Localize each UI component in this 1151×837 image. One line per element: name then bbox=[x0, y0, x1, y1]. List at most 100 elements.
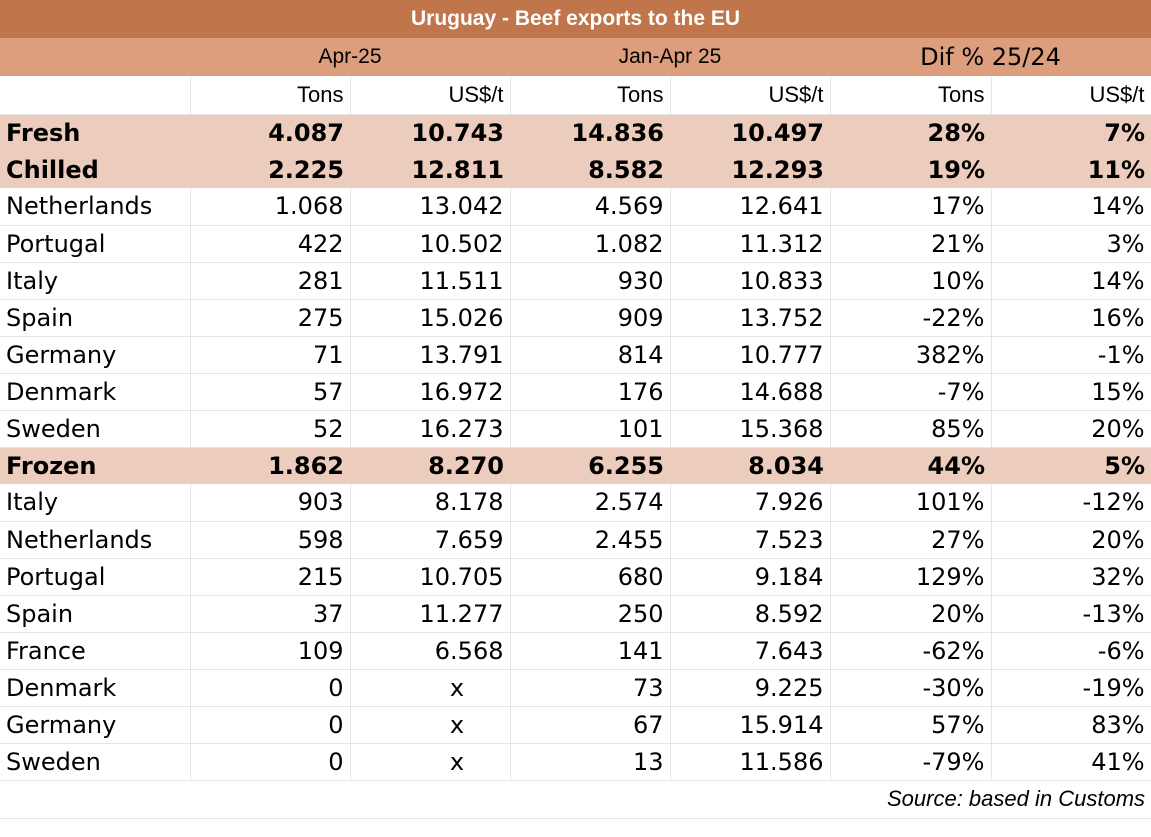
row-label: Italy bbox=[0, 484, 191, 522]
unit-header: US$/t bbox=[350, 76, 511, 115]
row-label: Netherlands bbox=[0, 521, 191, 559]
country-row: Italy 903 8.178 2.574 7.926 101% -12% bbox=[0, 484, 1151, 522]
value-cell: 9.225 bbox=[670, 669, 831, 707]
value-cell: 2.574 bbox=[510, 484, 671, 522]
value-cell: 8.178 bbox=[350, 484, 511, 522]
value-cell: 8.592 bbox=[670, 595, 831, 633]
value-cell: 0 bbox=[190, 743, 351, 781]
row-label: Frozen bbox=[0, 447, 190, 484]
value-cell: 5% bbox=[991, 447, 1151, 484]
source-note: Source: based in Customs bbox=[0, 780, 1151, 819]
value-cell: 41% bbox=[991, 743, 1151, 781]
value-cell: 44% bbox=[830, 447, 991, 484]
value-cell: -6% bbox=[991, 632, 1151, 670]
row-label: Netherlands bbox=[0, 188, 191, 226]
value-cell: 85% bbox=[830, 410, 992, 448]
category-row: Frozen 1.862 8.270 6.255 8.034 44% 5% bbox=[0, 447, 1151, 484]
value-cell: 15% bbox=[991, 373, 1151, 411]
value-cell: 598 bbox=[190, 521, 351, 559]
value-cell: 7.926 bbox=[670, 484, 831, 522]
value-cell: 57% bbox=[830, 706, 992, 744]
unit-header: US$/t bbox=[670, 76, 831, 115]
value-cell: 20% bbox=[991, 410, 1151, 448]
value-cell: 4.569 bbox=[510, 188, 671, 226]
row-label: Chilled bbox=[0, 151, 190, 188]
value-cell: 422 bbox=[190, 225, 351, 263]
value-cell: 20% bbox=[991, 521, 1151, 559]
value-cell: 13 bbox=[510, 743, 671, 781]
beef-exports-table: Uruguay - Beef exports to the EU Apr-25 … bbox=[0, 0, 1151, 819]
value-cell: 11.312 bbox=[670, 225, 831, 263]
value-cell: 10.743 bbox=[350, 114, 510, 151]
value-cell: 176 bbox=[510, 373, 671, 411]
empty-label-cell bbox=[0, 76, 191, 115]
value-cell: 67 bbox=[510, 706, 671, 744]
country-row: Netherlands 598 7.659 2.455 7.523 27% 20% bbox=[0, 521, 1151, 559]
value-cell: 101% bbox=[830, 484, 992, 522]
unit-header: Tons bbox=[830, 76, 992, 115]
country-row: Sweden 52 16.273 101 15.368 85% 20% bbox=[0, 410, 1151, 448]
value-cell: 27% bbox=[830, 521, 992, 559]
country-row: Denmark 57 16.972 176 14.688 -7% 15% bbox=[0, 373, 1151, 411]
dif-header: Dif % 25/24 bbox=[830, 38, 1151, 76]
row-label: Denmark bbox=[0, 669, 191, 707]
country-row: Denmark 0 x 73 9.225 -30% -19% bbox=[0, 669, 1151, 707]
value-cell: 109 bbox=[190, 632, 351, 670]
value-cell: 10.497 bbox=[670, 114, 830, 151]
value-cell: 2.455 bbox=[510, 521, 671, 559]
value-cell: 141 bbox=[510, 632, 671, 670]
value-cell: 903 bbox=[190, 484, 351, 522]
value-cell: 11.277 bbox=[350, 595, 511, 633]
value-cell: 16.273 bbox=[350, 410, 511, 448]
country-row: Germany 71 13.791 814 10.777 382% -1% bbox=[0, 336, 1151, 374]
value-cell: -30% bbox=[830, 669, 992, 707]
country-row: Sweden 0 x 13 11.586 -79% 41% bbox=[0, 743, 1151, 781]
table-title: Uruguay - Beef exports to the EU bbox=[0, 0, 1151, 38]
unit-header: Tons bbox=[510, 76, 671, 115]
value-cell: 3% bbox=[991, 225, 1151, 263]
country-row: Spain 37 11.277 250 8.592 20% -13% bbox=[0, 595, 1151, 633]
row-label: Portugal bbox=[0, 558, 191, 596]
value-cell: 14% bbox=[991, 262, 1151, 300]
period-header-row: Apr-25 Jan-Apr 25 Dif % 25/24 bbox=[0, 38, 1151, 76]
value-cell: x bbox=[350, 669, 511, 707]
value-cell: 0 bbox=[190, 706, 351, 744]
value-cell: 0 bbox=[190, 669, 351, 707]
value-cell: 1.862 bbox=[190, 447, 350, 484]
row-label: Fresh bbox=[0, 114, 190, 151]
title-row: Uruguay - Beef exports to the EU bbox=[0, 0, 1151, 38]
country-row: Netherlands 1.068 13.042 4.569 12.641 17% 14% bbox=[0, 188, 1151, 226]
value-cell: 814 bbox=[510, 336, 671, 374]
row-label: Sweden bbox=[0, 743, 191, 781]
value-cell: 14% bbox=[991, 188, 1151, 226]
source-row: Source: based in Customs bbox=[0, 780, 1151, 819]
value-cell: 9.184 bbox=[670, 558, 831, 596]
value-cell: 13.791 bbox=[350, 336, 511, 374]
value-cell: 10% bbox=[830, 262, 992, 300]
value-cell: 10.777 bbox=[670, 336, 831, 374]
value-cell: 382% bbox=[830, 336, 992, 374]
value-cell: x bbox=[350, 743, 511, 781]
value-cell: 16% bbox=[991, 299, 1151, 337]
row-label: Denmark bbox=[0, 373, 191, 411]
value-cell: 6.568 bbox=[350, 632, 511, 670]
value-cell: 275 bbox=[190, 299, 351, 337]
value-cell: 52 bbox=[190, 410, 351, 448]
value-cell: 7% bbox=[991, 114, 1151, 151]
value-cell: -22% bbox=[830, 299, 992, 337]
country-row: France 109 6.568 141 7.643 -62% -6% bbox=[0, 632, 1151, 670]
value-cell: -19% bbox=[991, 669, 1151, 707]
value-cell: -7% bbox=[830, 373, 992, 411]
value-cell: 13.752 bbox=[670, 299, 831, 337]
row-label: Italy bbox=[0, 262, 191, 300]
value-cell: 8.270 bbox=[350, 447, 510, 484]
value-cell: 14.836 bbox=[510, 114, 670, 151]
value-cell: 281 bbox=[190, 262, 351, 300]
value-cell: 14.688 bbox=[670, 373, 831, 411]
value-cell: 2.225 bbox=[190, 151, 350, 188]
empty-corner bbox=[0, 38, 190, 76]
value-cell: 1.068 bbox=[190, 188, 351, 226]
period-apr-header: Apr-25 bbox=[190, 38, 510, 76]
value-cell: 11% bbox=[991, 151, 1151, 188]
value-cell: 10.502 bbox=[350, 225, 511, 263]
